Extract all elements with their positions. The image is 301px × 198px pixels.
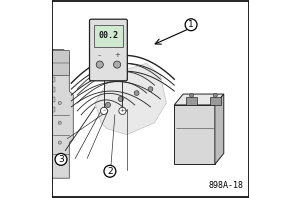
Polygon shape: [174, 94, 224, 105]
Circle shape: [105, 102, 110, 108]
Circle shape: [58, 101, 61, 105]
Bar: [174, 105, 215, 164]
Circle shape: [134, 91, 139, 95]
Circle shape: [185, 19, 197, 31]
Text: +: +: [114, 52, 120, 58]
Bar: [94, 25, 123, 47]
Polygon shape: [215, 94, 224, 164]
Bar: [51, 77, 55, 82]
Circle shape: [96, 61, 103, 68]
Bar: [51, 97, 55, 102]
Circle shape: [118, 96, 123, 102]
Text: –: –: [98, 52, 101, 58]
Circle shape: [148, 87, 153, 91]
Circle shape: [113, 61, 121, 68]
Bar: [51, 87, 55, 92]
Circle shape: [104, 165, 116, 177]
Bar: [210, 97, 221, 105]
Polygon shape: [51, 50, 73, 178]
Text: 00.2: 00.2: [98, 31, 118, 40]
Text: 898A-18: 898A-18: [209, 181, 244, 190]
Circle shape: [119, 107, 126, 114]
Circle shape: [190, 93, 194, 97]
Text: +: +: [120, 108, 125, 113]
Circle shape: [101, 107, 107, 114]
Circle shape: [58, 121, 61, 124]
Text: 2: 2: [107, 167, 113, 176]
Polygon shape: [95, 63, 166, 135]
Circle shape: [213, 93, 217, 97]
Bar: [51, 50, 69, 75]
Bar: [51, 107, 55, 112]
Text: 3: 3: [58, 155, 64, 164]
FancyBboxPatch shape: [89, 19, 127, 81]
Text: –: –: [102, 108, 106, 113]
Circle shape: [58, 161, 61, 164]
Bar: [186, 97, 197, 105]
Circle shape: [58, 141, 61, 144]
Text: 1: 1: [188, 20, 194, 29]
Circle shape: [55, 153, 67, 165]
